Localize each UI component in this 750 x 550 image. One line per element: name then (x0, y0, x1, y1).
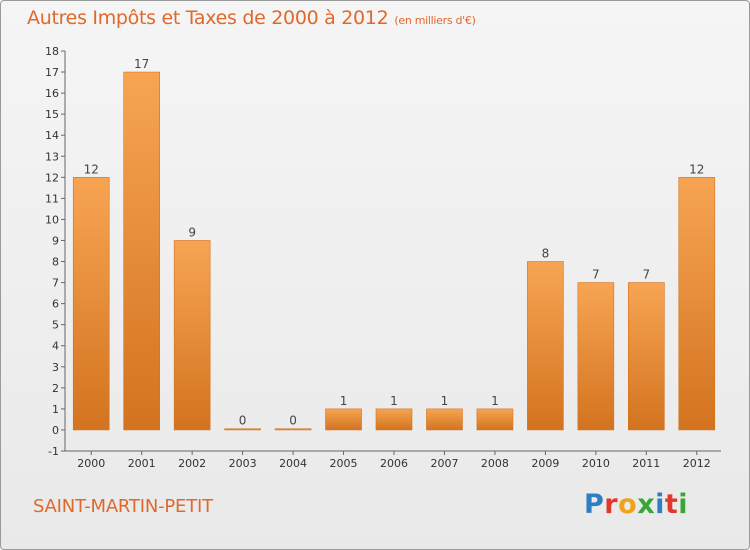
bar-2003[interactable] (224, 428, 261, 431)
x-tick-label-2001: 2001 (128, 457, 156, 470)
y-tick-label: 5 (52, 319, 59, 332)
y-tick-label: 1 (52, 403, 59, 416)
data-label-2005: 1 (340, 394, 348, 408)
bar-2009[interactable] (527, 261, 564, 431)
x-tick-label-2010: 2010 (582, 457, 610, 470)
x-tick-label-2012: 2012 (683, 457, 711, 470)
x-tick-label-2007: 2007 (430, 457, 458, 470)
data-label-2001: 17 (134, 57, 149, 71)
bar-2006[interactable] (375, 408, 413, 431)
data-label-2006: 1 (390, 394, 398, 408)
y-tick-label: 6 (52, 298, 59, 311)
y-tick-label: 17 (45, 66, 59, 79)
y-tick-label: 9 (52, 234, 59, 247)
y-tick-label: 7 (52, 277, 59, 290)
data-label-2000: 12 (84, 162, 99, 176)
y-tick-label: -1 (48, 445, 59, 458)
x-tick-label-2002: 2002 (178, 457, 206, 470)
y-tick-label: 14 (45, 129, 59, 142)
bar-2011[interactable] (628, 282, 665, 431)
x-tick-label-2000: 2000 (77, 457, 105, 470)
bar-2010[interactable] (577, 282, 615, 431)
data-label-2003: 0 (239, 414, 247, 428)
logo-letter: r (604, 489, 619, 520)
x-tick-label-2006: 2006 (380, 457, 408, 470)
logo-letter: i (678, 489, 689, 520)
bars (72, 71, 716, 431)
chart-unit: (en milliers d'€) (394, 14, 476, 27)
x-axis: 2000 2001 2002 2003 2004 2005 2006 2007 2008 2009… (65, 450, 721, 470)
data-label-2011: 7 (642, 268, 650, 282)
y-tick-label: 3 (52, 361, 59, 374)
y-tick-label: 15 (45, 108, 59, 121)
bar-2002[interactable] (173, 240, 211, 431)
data-label-2004: 0 (289, 414, 297, 428)
data-label-2007: 1 (441, 394, 449, 408)
y-tick-label: 16 (45, 87, 59, 100)
data-label-2012: 12 (689, 162, 704, 176)
logo-letter: t (664, 489, 679, 520)
data-label-2010: 7 (592, 268, 600, 282)
x-tick-label-2008: 2008 (481, 457, 509, 470)
bar-2001[interactable] (123, 71, 160, 431)
logo-letter: i (655, 489, 665, 520)
x-tick-label-2004: 2004 (279, 457, 307, 470)
proxiti-logo[interactable]: Proxiti (584, 489, 688, 520)
bar-2007[interactable] (426, 408, 463, 431)
bar-2005[interactable] (325, 408, 362, 431)
logo-letter: o (618, 489, 638, 520)
y-tick-label: 12 (45, 171, 59, 184)
chart-title-text: Autres Impôts et Taxes de 2000 à 2012 (27, 7, 389, 29)
y-tick-label: 11 (45, 192, 59, 205)
logo-letter: P (584, 489, 605, 520)
y-tick-label: 13 (45, 150, 59, 163)
bar-2004[interactable] (274, 428, 312, 431)
bar-2012[interactable] (678, 177, 716, 431)
x-tick-label-2011: 2011 (632, 457, 660, 470)
x-tick-label-2003: 2003 (229, 457, 257, 470)
x-tick-label-2009: 2009 (531, 457, 559, 470)
data-label-2002: 9 (188, 225, 196, 239)
x-tick-label-2005: 2005 (330, 457, 358, 470)
y-tick-label: 0 (52, 424, 59, 437)
chart-title: Autres Impôts et Taxes de 2000 à 2012 (en… (27, 7, 476, 29)
y-tick-label: 18 (45, 45, 59, 58)
logo-letter: x (637, 489, 656, 520)
data-label-2009: 8 (542, 247, 550, 261)
data-labels: 12 17 9 0 0 1 1 1 1 8 7 7 12 (84, 57, 705, 428)
y-tick-label: 8 (52, 256, 59, 269)
y-tick-label: 10 (45, 213, 59, 226)
y-tick-label: 4 (52, 340, 59, 353)
town-name: SAINT-MARTIN-PETIT (33, 496, 213, 517)
y-tick-label: 2 (52, 382, 59, 395)
bar-2008[interactable] (476, 408, 514, 431)
data-label-2008: 1 (491, 394, 499, 408)
bar-2000[interactable] (72, 177, 110, 431)
